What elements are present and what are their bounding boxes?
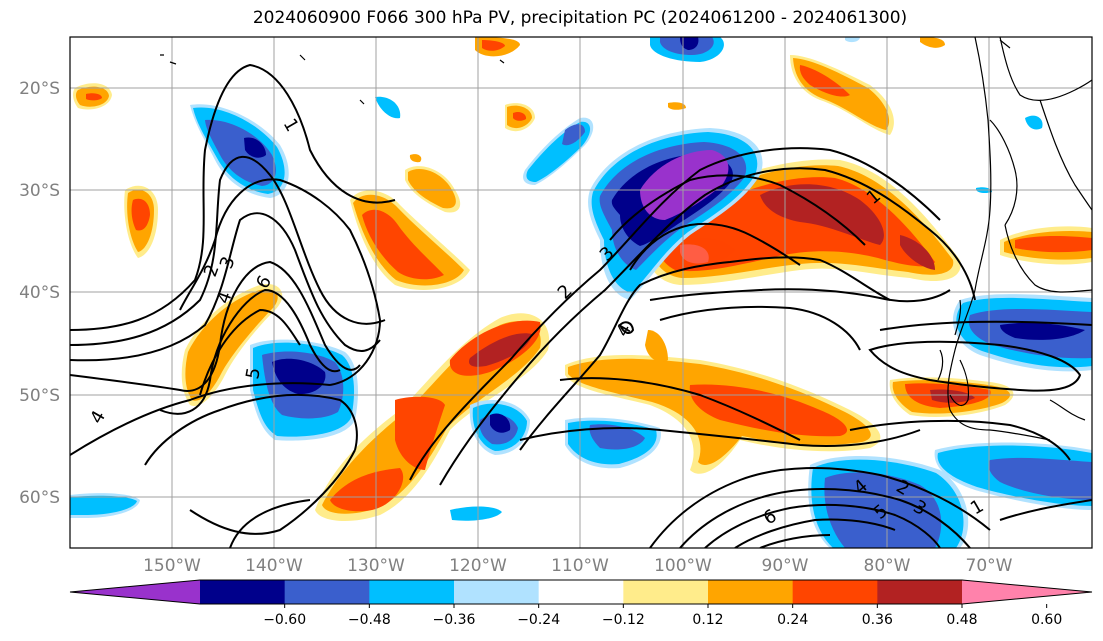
colorbar-segment (200, 580, 286, 604)
colorbar-tick-label: −0.48 (348, 612, 391, 628)
lon-label: 130°W (347, 556, 405, 576)
colorbar-tick-label: 0.24 (777, 612, 808, 628)
lat-label: 30°S (19, 181, 60, 201)
lon-label: 110°W (551, 556, 609, 576)
latitude-labels: 20°S 30°S 40°S 50°S 60°S (19, 79, 60, 508)
lat-label: 40°S (19, 283, 60, 303)
pv-contours (70, 63, 1092, 548)
lat-label: 20°S (19, 79, 60, 99)
colorbar-tick-label: 0.12 (692, 612, 723, 628)
colorbar-segment (284, 580, 370, 604)
colorbar: −0.60 −0.48 −0.36 −0.24 −0.12 0.12 0.24 0.36 0.4… (69, 579, 1093, 628)
colorbar-segment (454, 580, 540, 604)
colorbar-segment (792, 580, 878, 604)
colorbar-segment (877, 580, 963, 604)
lat-label: 60°S (19, 488, 60, 508)
lat-label: 50°S (19, 386, 60, 406)
lon-label: 140°W (245, 556, 303, 576)
colorbar-segment (708, 580, 794, 604)
colorbar-segment (369, 580, 455, 604)
colorbar-tick-label: −0.60 (263, 612, 306, 628)
map-title: 2024060900 F066 300 hPa PV, precipitatio… (252, 8, 908, 28)
lon-label: 150°W (143, 556, 201, 576)
colorbar-extend-low (70, 580, 200, 604)
longitude-labels: 150°W 140°W 130°W 120°W 110°W 100°W 90°W… (143, 556, 1013, 576)
gridlines (70, 37, 1092, 548)
colorbar-segment (623, 580, 709, 604)
colorbar-outline (69, 579, 1093, 605)
colorbar-tick-label: 0.36 (862, 612, 893, 628)
lon-label: 70°W (966, 556, 1013, 576)
precipitation-field: 1 2 3 4 5 6 1 2 3 4 5 6 1 2 3 4 4 (70, 37, 1092, 548)
plot-border (69, 36, 1093, 549)
lon-label: 120°W (449, 556, 507, 576)
colorbar-extend-high (962, 580, 1092, 604)
colorbar-tick-label: −0.24 (517, 612, 560, 628)
colorbar-segment (538, 580, 624, 604)
positive-precip-anomalies (73, 37, 1092, 522)
colorbar-tick-label: −0.12 (602, 612, 645, 628)
lon-label: 100°W (654, 556, 712, 576)
contour-label: 5 (242, 366, 265, 381)
lon-label: 80°W (864, 556, 911, 576)
colorbar-tick-label: 0.60 (1031, 612, 1062, 628)
lon-label: 90°W (762, 556, 809, 576)
colorbar-tick-label: −0.36 (433, 612, 476, 628)
coastlines (160, 37, 1092, 441)
colorbar-tick-label: 0.48 (946, 612, 977, 628)
